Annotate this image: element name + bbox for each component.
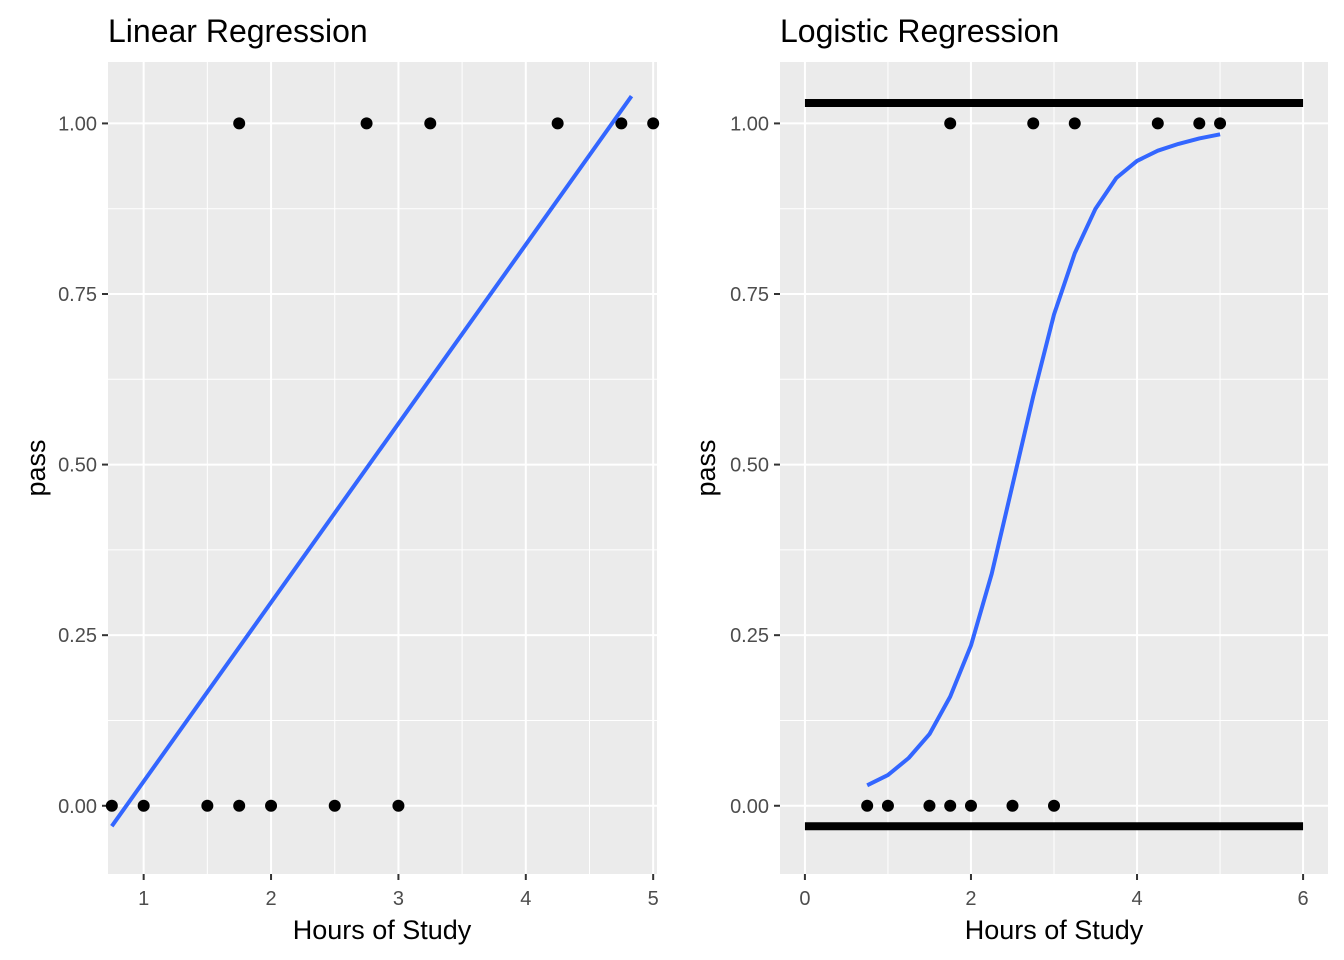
data-point xyxy=(944,117,957,130)
data-point xyxy=(1214,117,1227,130)
y-tick-label: 0.50 xyxy=(730,455,769,477)
x-tick-label: 2 xyxy=(265,888,276,910)
data-point xyxy=(233,117,246,130)
data-point xyxy=(360,117,373,130)
y-tick-label: 1.00 xyxy=(730,113,769,135)
panel-background xyxy=(108,62,657,874)
y-tick-label: 0.50 xyxy=(58,455,97,477)
data-point xyxy=(1193,117,1206,130)
logistic-curve xyxy=(866,132,1221,788)
x-axis-title: Hours of Study xyxy=(293,915,472,945)
x-tick-label: 3 xyxy=(393,888,404,910)
y-axis-title: pass xyxy=(21,439,51,496)
y-tick-label: 0.00 xyxy=(730,796,769,818)
chart-title: Linear Regression xyxy=(108,13,368,49)
data-point xyxy=(944,799,957,812)
y-tick-label: 0.00 xyxy=(58,796,97,818)
x-tick-label: 6 xyxy=(1298,888,1309,910)
y-tick-label: 0.75 xyxy=(730,284,769,306)
data-point xyxy=(923,799,936,812)
data-point xyxy=(233,799,246,812)
data-point xyxy=(1027,117,1040,130)
data-point xyxy=(964,799,977,812)
data-point xyxy=(265,799,278,812)
chart-title: Logistic Regression xyxy=(780,13,1059,49)
x-tick-label: 0 xyxy=(799,888,810,910)
data-point xyxy=(1006,799,1019,812)
y-tick-label: 0.25 xyxy=(58,625,97,647)
data-point xyxy=(137,799,150,812)
y-tick-label: 0.75 xyxy=(58,284,97,306)
x-tick-label: 5 xyxy=(648,888,659,910)
y-axis-title: pass xyxy=(691,439,721,496)
data-point xyxy=(105,799,118,812)
regression-line xyxy=(110,94,634,828)
data-point xyxy=(392,799,405,812)
x-axis-title: Hours of Study xyxy=(965,915,1144,945)
gridlines xyxy=(108,62,657,874)
data-point xyxy=(647,117,660,130)
x-tick-label: 2 xyxy=(965,888,976,910)
data-point xyxy=(881,799,894,812)
data-point xyxy=(615,117,628,130)
y-tick-label: 0.25 xyxy=(730,625,769,647)
y-tick-label: 1.00 xyxy=(58,113,97,135)
x-tick-label: 4 xyxy=(520,888,531,910)
data-point xyxy=(1048,799,1060,812)
linear-regression-plot: Linear Regression Hours of Study pass 1 2… xyxy=(21,13,660,945)
data-point xyxy=(201,799,214,812)
x-tick-label: 4 xyxy=(1131,888,1142,910)
logistic-regression-plot: Logistic Regression Hours of Study pass … xyxy=(691,13,1328,945)
data-point xyxy=(861,799,874,812)
data-point xyxy=(551,117,564,130)
data-point xyxy=(1151,117,1164,130)
data-point xyxy=(1068,117,1081,130)
x-tick-label: 1 xyxy=(138,888,149,910)
data-point xyxy=(328,799,341,812)
data-point xyxy=(424,117,437,130)
